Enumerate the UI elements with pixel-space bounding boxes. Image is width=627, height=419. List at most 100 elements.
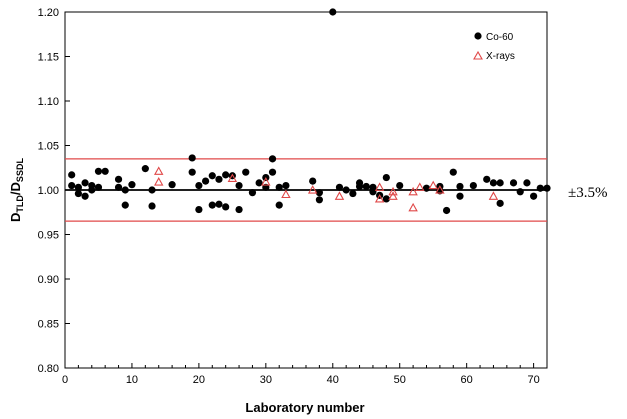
xrays-point xyxy=(388,186,398,196)
co60-point xyxy=(523,179,531,187)
co60-point xyxy=(222,171,230,179)
co60-point xyxy=(536,184,544,192)
co60-point xyxy=(74,183,82,191)
xrays-point xyxy=(488,191,499,200)
co60-point xyxy=(382,173,390,182)
co60-point xyxy=(222,203,230,211)
y-axis-label-main: D xyxy=(8,213,23,222)
y-tick-label: 0.95 xyxy=(38,230,59,242)
xrays-point xyxy=(428,180,438,190)
xrays-point xyxy=(261,177,271,186)
x-tick-label: 50 xyxy=(394,374,406,386)
co60-point xyxy=(248,189,257,197)
data-points xyxy=(68,8,551,215)
legend-xrays-marker xyxy=(473,50,483,60)
xrays-point xyxy=(227,173,238,183)
xrays-point xyxy=(334,191,345,200)
co60-point xyxy=(396,181,404,190)
co60-point xyxy=(543,184,551,192)
xrays-point xyxy=(435,185,445,194)
xrays-point xyxy=(153,166,164,175)
legend: Co-60 X-rays xyxy=(473,32,515,62)
x-tick-label: 70 xyxy=(527,374,539,386)
legend-co60-marker xyxy=(474,32,482,40)
co60-point xyxy=(489,179,498,187)
y-tick-label: 1.20 xyxy=(38,7,59,19)
co60-point xyxy=(275,201,283,209)
co60-point xyxy=(148,186,156,194)
xrays-point xyxy=(281,189,291,199)
co60-point xyxy=(148,202,156,210)
y-axis-label-sub2: SSDL xyxy=(15,158,25,183)
x-tick-label: 60 xyxy=(461,374,473,386)
co60-point xyxy=(449,168,457,176)
co60-point xyxy=(362,182,370,191)
co60-point xyxy=(121,186,129,194)
co60-point xyxy=(101,167,109,175)
co60-point xyxy=(355,182,364,191)
co60-point xyxy=(168,181,176,189)
x-tick-label: 40 xyxy=(327,374,339,386)
co60-point xyxy=(188,154,196,162)
tolerance-band-label: ±3.5% xyxy=(568,185,607,201)
xrays-point xyxy=(388,191,398,200)
co60-point xyxy=(442,206,451,215)
co60-point xyxy=(509,179,518,187)
co60-point xyxy=(382,195,390,203)
co60-point xyxy=(469,181,477,190)
y-axis-label-sub1: TLD xyxy=(15,195,25,213)
co60-point xyxy=(329,8,337,16)
co60-point xyxy=(208,201,216,209)
y-tick-label: 0.85 xyxy=(38,319,59,331)
co60-point xyxy=(195,205,203,214)
co60-point xyxy=(315,189,323,197)
co60-point xyxy=(342,186,350,194)
x-tick-label: 0 xyxy=(62,374,68,386)
co60-point xyxy=(235,181,243,190)
co60-point xyxy=(195,181,203,190)
co60-point xyxy=(242,168,250,176)
co60-point xyxy=(235,205,243,214)
co60-point xyxy=(74,189,82,198)
co60-point xyxy=(88,181,96,190)
co60-point xyxy=(141,165,149,173)
y-tick-label: 0.90 xyxy=(38,274,59,286)
axes: 0.80 0.85 0.90 0.95 1.00 1.05 1.10 1.15 1.20 0 10 2… xyxy=(38,7,548,386)
co60-point xyxy=(456,192,464,200)
co60-point xyxy=(114,183,123,191)
xrays-point xyxy=(415,182,425,191)
co60-point xyxy=(309,177,317,185)
co60-point xyxy=(94,183,103,191)
y-axis-label: DTLD/DSSDL xyxy=(8,158,25,222)
co60-point xyxy=(483,175,491,183)
y-tick-label: 1.05 xyxy=(38,141,59,153)
co60-point xyxy=(94,167,103,175)
co60-point xyxy=(215,175,223,183)
xrays-point xyxy=(408,202,418,212)
co60-point xyxy=(128,181,136,189)
co60-point xyxy=(456,182,464,191)
co60-point xyxy=(188,168,196,176)
co60-point xyxy=(496,199,504,207)
co60-point xyxy=(422,184,431,192)
co60-point xyxy=(201,177,210,185)
y-tick-label: 0.80 xyxy=(38,363,59,375)
xrays-point xyxy=(408,186,418,196)
co60-point xyxy=(275,183,283,191)
xrays-point xyxy=(374,182,385,191)
co60-point xyxy=(530,192,538,200)
y-tick-label: 1.00 xyxy=(38,185,59,197)
co60-point xyxy=(282,181,290,190)
x-axis-label: Laboratory number xyxy=(245,400,364,415)
legend-xrays-label: X-rays xyxy=(486,51,515,62)
co60-point xyxy=(208,172,216,180)
co60-point xyxy=(268,155,277,163)
x-tick-label: 20 xyxy=(193,374,205,386)
xrays-point xyxy=(307,185,318,194)
co60-point xyxy=(68,181,76,190)
y-tick-label: 1.15 xyxy=(38,52,59,64)
co60-point xyxy=(81,179,89,187)
co60-point xyxy=(68,171,76,179)
co60-point xyxy=(496,179,504,187)
